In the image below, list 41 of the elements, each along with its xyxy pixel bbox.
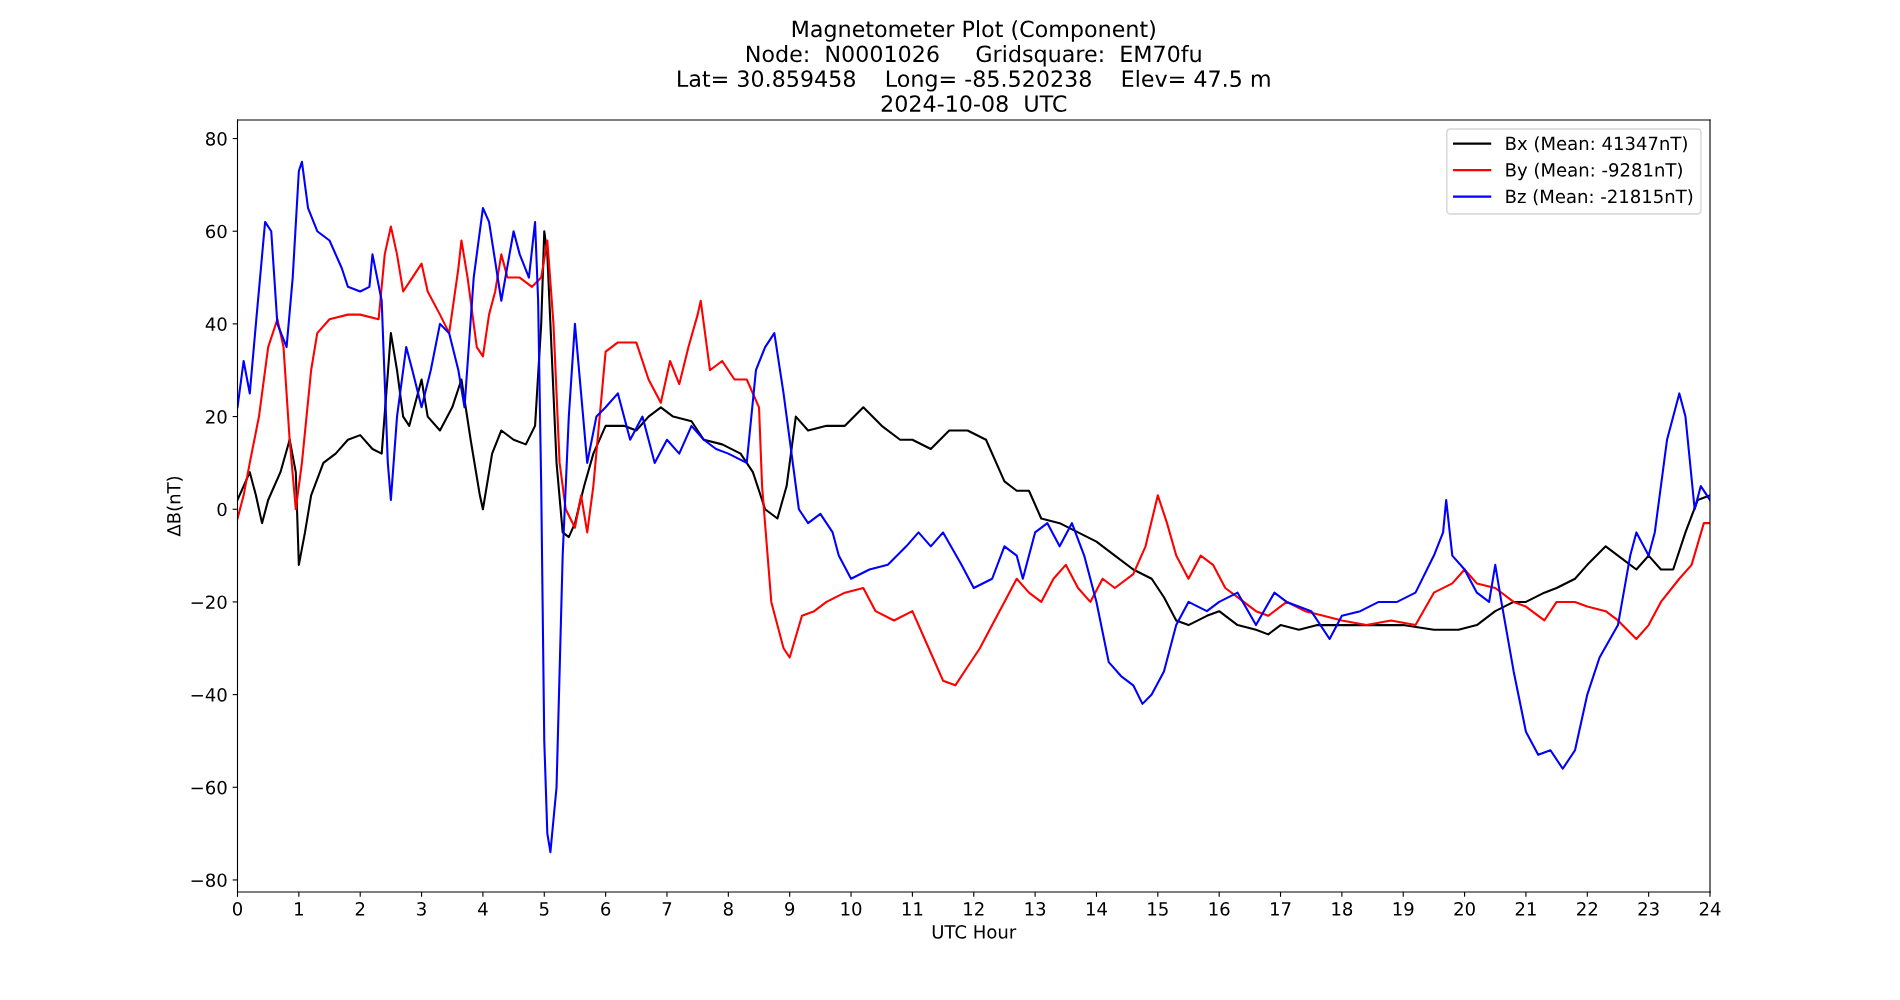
x-tick-label: 16 xyxy=(1209,902,1230,916)
line-series xyxy=(237,160,1710,854)
x-tick-label: 2 xyxy=(355,902,365,916)
x-tick-label: 10 xyxy=(841,902,862,916)
y-tick-label: 0 xyxy=(217,502,227,517)
x-tick-label: 15 xyxy=(1148,902,1168,916)
x-tick-label: 11 xyxy=(902,902,923,916)
chart-title: Magnetometer Plot (Component) Node: N0001026 Gridsquare: EM70fu Lat= 30.859458 Long= -85.520238 Elev= 47.5 m 2024-10-08 UTC xyxy=(678,20,1270,112)
x-tick-label: 21 xyxy=(1515,902,1536,916)
x-tick-label: 18 xyxy=(1332,902,1353,916)
x-tick-label: 23 xyxy=(1638,902,1659,916)
legend-label: By (Mean: -9281nT) xyxy=(1506,162,1682,181)
x-tick-label: 20 xyxy=(1454,902,1475,916)
x-tick-label: 22 xyxy=(1577,902,1597,916)
y-tick-label: −40 xyxy=(191,688,227,702)
x-tick-label: 14 xyxy=(1086,902,1107,916)
y-tick-label: 60 xyxy=(206,224,227,239)
legend-label: Bx (Mean: 41347nT) xyxy=(1506,136,1687,153)
y-axis-title: ΔB(nT) xyxy=(166,476,183,537)
y-tick-label: −20 xyxy=(191,595,227,610)
x-tick-label: 13 xyxy=(1025,902,1046,916)
legend-label: Bz (Mean: -21815nT) xyxy=(1506,189,1693,206)
y-tick-label: −60 xyxy=(191,780,227,795)
x-tick-label: 19 xyxy=(1393,902,1414,916)
y-tick-label: 20 xyxy=(206,410,227,424)
x-tick-label: 8 xyxy=(723,902,733,916)
x-tick-label: 7 xyxy=(662,902,672,916)
x-tick-label: 3 xyxy=(417,902,426,916)
y-tick-label: −80 xyxy=(191,873,227,888)
y-tick-label: 80 xyxy=(206,131,227,146)
x-tick-label: 4 xyxy=(478,902,488,916)
x-tick-label: 24 xyxy=(1699,902,1721,916)
y-tick-label: 40 xyxy=(205,317,227,332)
x-tick-label: 0 xyxy=(232,902,243,916)
x-axis-title: UTC Hour xyxy=(932,925,1017,939)
x-tick-label: 12 xyxy=(964,902,984,916)
x-tick-label: 17 xyxy=(1271,902,1291,916)
x-tick-label: 9 xyxy=(785,902,795,916)
x-tick-label: 5 xyxy=(539,902,549,916)
x-tick-label: 6 xyxy=(601,902,611,916)
x-tick-label: 1 xyxy=(295,902,303,916)
